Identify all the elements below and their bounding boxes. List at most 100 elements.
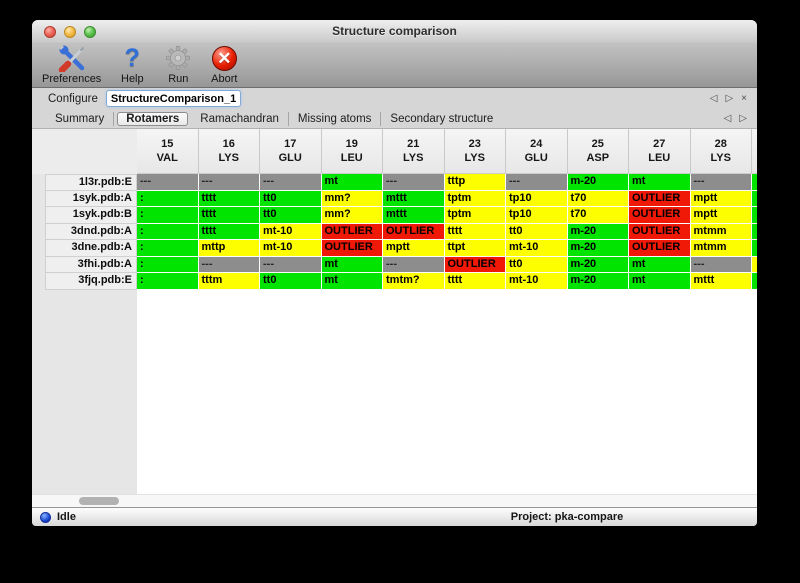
rotamer-cell[interactable]: tttt <box>198 207 260 224</box>
rotamer-cell[interactable]: --- <box>690 256 752 273</box>
tab-summary[interactable]: Summary <box>46 111 115 126</box>
rotamer-cell[interactable]: mtmm <box>690 223 752 240</box>
rotamer-cell[interactable]: tptm <box>444 207 506 224</box>
row-label[interactable]: 3fjq.pdb:E <box>45 273 137 290</box>
rotamer-cell[interactable]: tttt <box>198 190 260 207</box>
row-label[interactable]: 3fhi.pdb:A <box>45 256 137 273</box>
rotamer-cell[interactable]: OUTLIER <box>444 256 506 273</box>
rotamer-cell[interactable]: m-20 <box>567 223 629 240</box>
rotamer-cell[interactable]: tt0 <box>260 207 322 224</box>
rotamer-cell[interactable]: tmtm? <box>383 273 445 290</box>
rotamer-cell[interactable]: --- <box>383 256 445 273</box>
rotamer-cell[interactable]: tt0 <box>506 223 568 240</box>
rotamer-cell[interactable]: mttt <box>690 273 752 290</box>
horizontal-scrollbar[interactable] <box>32 494 757 507</box>
configure-name-field[interactable]: StructureComparison_1 <box>105 90 242 107</box>
close-configure-icon[interactable]: × <box>741 93 747 104</box>
run-button[interactable]: Run <box>163 44 193 85</box>
tab-ramachandran[interactable]: Ramachandran <box>191 111 289 126</box>
rotamer-cell[interactable]: mt-10 <box>260 223 322 240</box>
rotamer-cell[interactable]: tptm <box>444 190 506 207</box>
rotamer-cell[interactable]: --- <box>506 174 568 191</box>
rotamer-cell[interactable]: mptt <box>383 240 445 257</box>
rotamer-cell[interactable]: t70 <box>567 190 629 207</box>
rotamer-cell[interactable]: : <box>137 273 199 290</box>
rotamer-cell[interactable]: : <box>137 256 199 273</box>
rotamer-cell[interactable]: OUTLIER <box>321 223 383 240</box>
row-label[interactable]: 1syk.pdb:A <box>45 190 137 207</box>
rotamer-cell[interactable]: mt <box>321 256 383 273</box>
rotamer-cell[interactable]: mttp <box>198 240 260 257</box>
rotamer-cell[interactable]: mt <box>629 273 691 290</box>
rotamer-cell[interactable]: --- <box>690 174 752 191</box>
tab-rotamers[interactable]: Rotamers <box>117 111 189 126</box>
rotamer-cell[interactable]: mt-10 <box>506 240 568 257</box>
rotamer-cell[interactable]: tttm <box>198 273 260 290</box>
rotamer-cell[interactable]: mttt <box>383 207 445 224</box>
rotamer-cell[interactable]: mt-10 <box>260 240 322 257</box>
rotamer-cell[interactable]: mm? <box>321 207 383 224</box>
rotamer-cell[interactable]: --- <box>198 256 260 273</box>
abort-button[interactable]: ✕ Abort <box>209 44 239 85</box>
help-button[interactable]: ? Help <box>117 44 147 85</box>
rotamer-cell[interactable]: OUTLIER <box>629 223 691 240</box>
prev-configure-icon[interactable]: ◁ <box>709 93 718 104</box>
close-button[interactable] <box>44 26 56 38</box>
rotamer-cell[interactable]: mt-10 <box>506 273 568 290</box>
rotamer-cell[interactable]: --- <box>260 256 322 273</box>
row-label[interactable]: 3dne.pdb:A <box>45 240 137 257</box>
rotamer-cell-partial[interactable] <box>752 174 757 191</box>
minimize-button[interactable] <box>64 26 76 38</box>
rotamer-cell[interactable]: OUTLIER <box>629 190 691 207</box>
rotamer-cell[interactable]: tttt <box>198 223 260 240</box>
rotamer-cell[interactable]: mt <box>321 174 383 191</box>
rotamer-cell[interactable]: --- <box>137 174 199 191</box>
rotamer-cell[interactable]: mtmm <box>690 240 752 257</box>
rotamer-cell[interactable]: tp10 <box>506 207 568 224</box>
rotamer-cell[interactable]: mm? <box>321 190 383 207</box>
rotamer-cell[interactable]: m-20 <box>567 240 629 257</box>
rotamer-cell[interactable]: m-20 <box>567 256 629 273</box>
rotamer-cell[interactable]: : <box>137 223 199 240</box>
rotamer-cell[interactable]: ttpt <box>444 240 506 257</box>
next-configure-icon[interactable]: ▷ <box>725 93 734 104</box>
rotamer-cell[interactable]: OUTLIER <box>629 207 691 224</box>
rotamer-cell[interactable]: --- <box>260 174 322 191</box>
zoom-button[interactable] <box>84 26 96 38</box>
rotamer-cell[interactable]: m-20 <box>567 174 629 191</box>
row-label[interactable]: 1l3r.pdb:E <box>45 174 137 191</box>
rotamer-cell[interactable]: tt0 <box>506 256 568 273</box>
rotamer-cell[interactable]: : <box>137 240 199 257</box>
rotamer-cell[interactable]: mt <box>321 273 383 290</box>
rotamer-cell[interactable]: tp10 <box>506 190 568 207</box>
rotamer-cell-partial[interactable] <box>752 273 757 290</box>
rotamer-cell[interactable]: t70 <box>567 207 629 224</box>
rotamer-cell-partial[interactable] <box>752 223 757 240</box>
rotamer-cell[interactable]: : <box>137 207 199 224</box>
rotamer-cell[interactable]: OUTLIER <box>321 240 383 257</box>
rotamer-cell-partial[interactable] <box>752 190 757 207</box>
title-bar[interactable]: Structure comparison <box>32 20 757 42</box>
rotamer-cell[interactable]: mptt <box>690 190 752 207</box>
rotamer-cell[interactable]: mt <box>629 174 691 191</box>
row-label[interactable]: 3dnd.pdb:A <box>45 223 137 240</box>
preferences-button[interactable]: Preferences <box>42 44 101 85</box>
rotamer-cell[interactable]: : <box>137 190 199 207</box>
rotamer-cell-partial[interactable] <box>752 256 757 273</box>
rotamer-cell-partial[interactable] <box>752 240 757 257</box>
rotamer-cell-partial[interactable] <box>752 207 757 224</box>
rotamer-cell[interactable]: OUTLIER <box>383 223 445 240</box>
rotamer-cell[interactable]: mptt <box>690 207 752 224</box>
rotamer-cell[interactable]: OUTLIER <box>629 240 691 257</box>
tab-secondary-structure[interactable]: Secondary structure <box>390 112 494 125</box>
tab-missing-atoms[interactable]: Missing atoms <box>289 111 382 126</box>
rotamer-cell[interactable]: tttt <box>444 223 506 240</box>
rotamer-cell[interactable]: m-20 <box>567 273 629 290</box>
rotamer-cell[interactable]: tttp <box>444 174 506 191</box>
row-label[interactable]: 1syk.pdb:B <box>45 207 137 224</box>
rotamer-cell[interactable]: mt <box>629 256 691 273</box>
rotamer-cell[interactable]: --- <box>198 174 260 191</box>
rotamer-cell[interactable]: tttt <box>444 273 506 290</box>
next-tab-icon[interactable]: ▷ <box>739 113 747 124</box>
rotamer-cell[interactable]: tt0 <box>260 273 322 290</box>
